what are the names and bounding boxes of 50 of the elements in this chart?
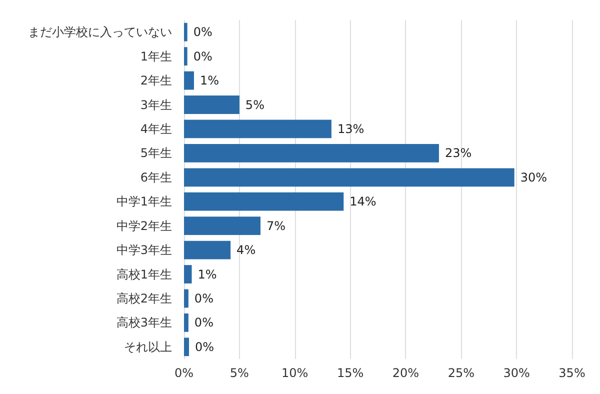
data-label: 0% (193, 25, 212, 40)
y-tick-label: 2年生 (140, 74, 172, 88)
data-label: 0% (194, 316, 214, 330)
x-tick-label: 10% (282, 366, 308, 380)
x-tick-label: 15% (336, 366, 364, 380)
y-tick-label: 中学3年生 (116, 243, 172, 258)
x-tick-label: 35% (558, 366, 586, 380)
bar (184, 313, 188, 332)
x-tick-label: 20% (392, 366, 420, 380)
data-label: 13% (337, 122, 364, 136)
y-tick-label: 中学1年生 (116, 194, 172, 209)
data-label: 0% (193, 49, 212, 64)
x-tick-label: 0% (174, 366, 194, 380)
y-tick-label: 高校2年生 (116, 291, 172, 306)
y-tick-label: 6年生 (140, 170, 172, 184)
x-tick-label: 5% (230, 366, 249, 380)
x-tick-label: 25% (448, 366, 474, 380)
bar (184, 22, 188, 42)
y-tick-label: 3年生 (140, 98, 172, 112)
bar (184, 168, 514, 187)
y-tick-label: 1年生 (140, 49, 172, 64)
y-tick-label: 高校1年生 (116, 267, 172, 282)
data-label: 7% (266, 218, 286, 233)
y-tick-label: 高校3年生 (116, 316, 172, 330)
bar (184, 216, 260, 236)
bar (184, 289, 188, 308)
bar (184, 240, 231, 260)
bar (184, 96, 240, 114)
bar (184, 265, 192, 284)
bar (184, 71, 194, 90)
bar (184, 144, 439, 162)
data-label: 0% (194, 291, 214, 306)
data-label: 30% (520, 170, 548, 184)
y-tick-label: それ以上 (124, 340, 172, 354)
data-label: 14% (350, 194, 376, 209)
x-tick-label: 30% (503, 366, 530, 380)
data-label: 5% (245, 98, 264, 112)
y-tick-label: 中学2年生 (116, 218, 172, 233)
bar (184, 192, 344, 211)
bar (184, 338, 189, 356)
data-label: 1% (200, 74, 220, 88)
data-label: 23% (444, 146, 472, 160)
data-label: 4% (236, 243, 256, 258)
bar (184, 47, 188, 66)
y-tick-label: まだ小学校に入っていない (28, 25, 172, 40)
data-label: 0% (194, 340, 214, 354)
y-tick-label: 4年生 (140, 122, 172, 136)
bar (184, 120, 332, 138)
data-label: 1% (198, 267, 217, 282)
y-tick-label: 5年生 (140, 146, 172, 160)
